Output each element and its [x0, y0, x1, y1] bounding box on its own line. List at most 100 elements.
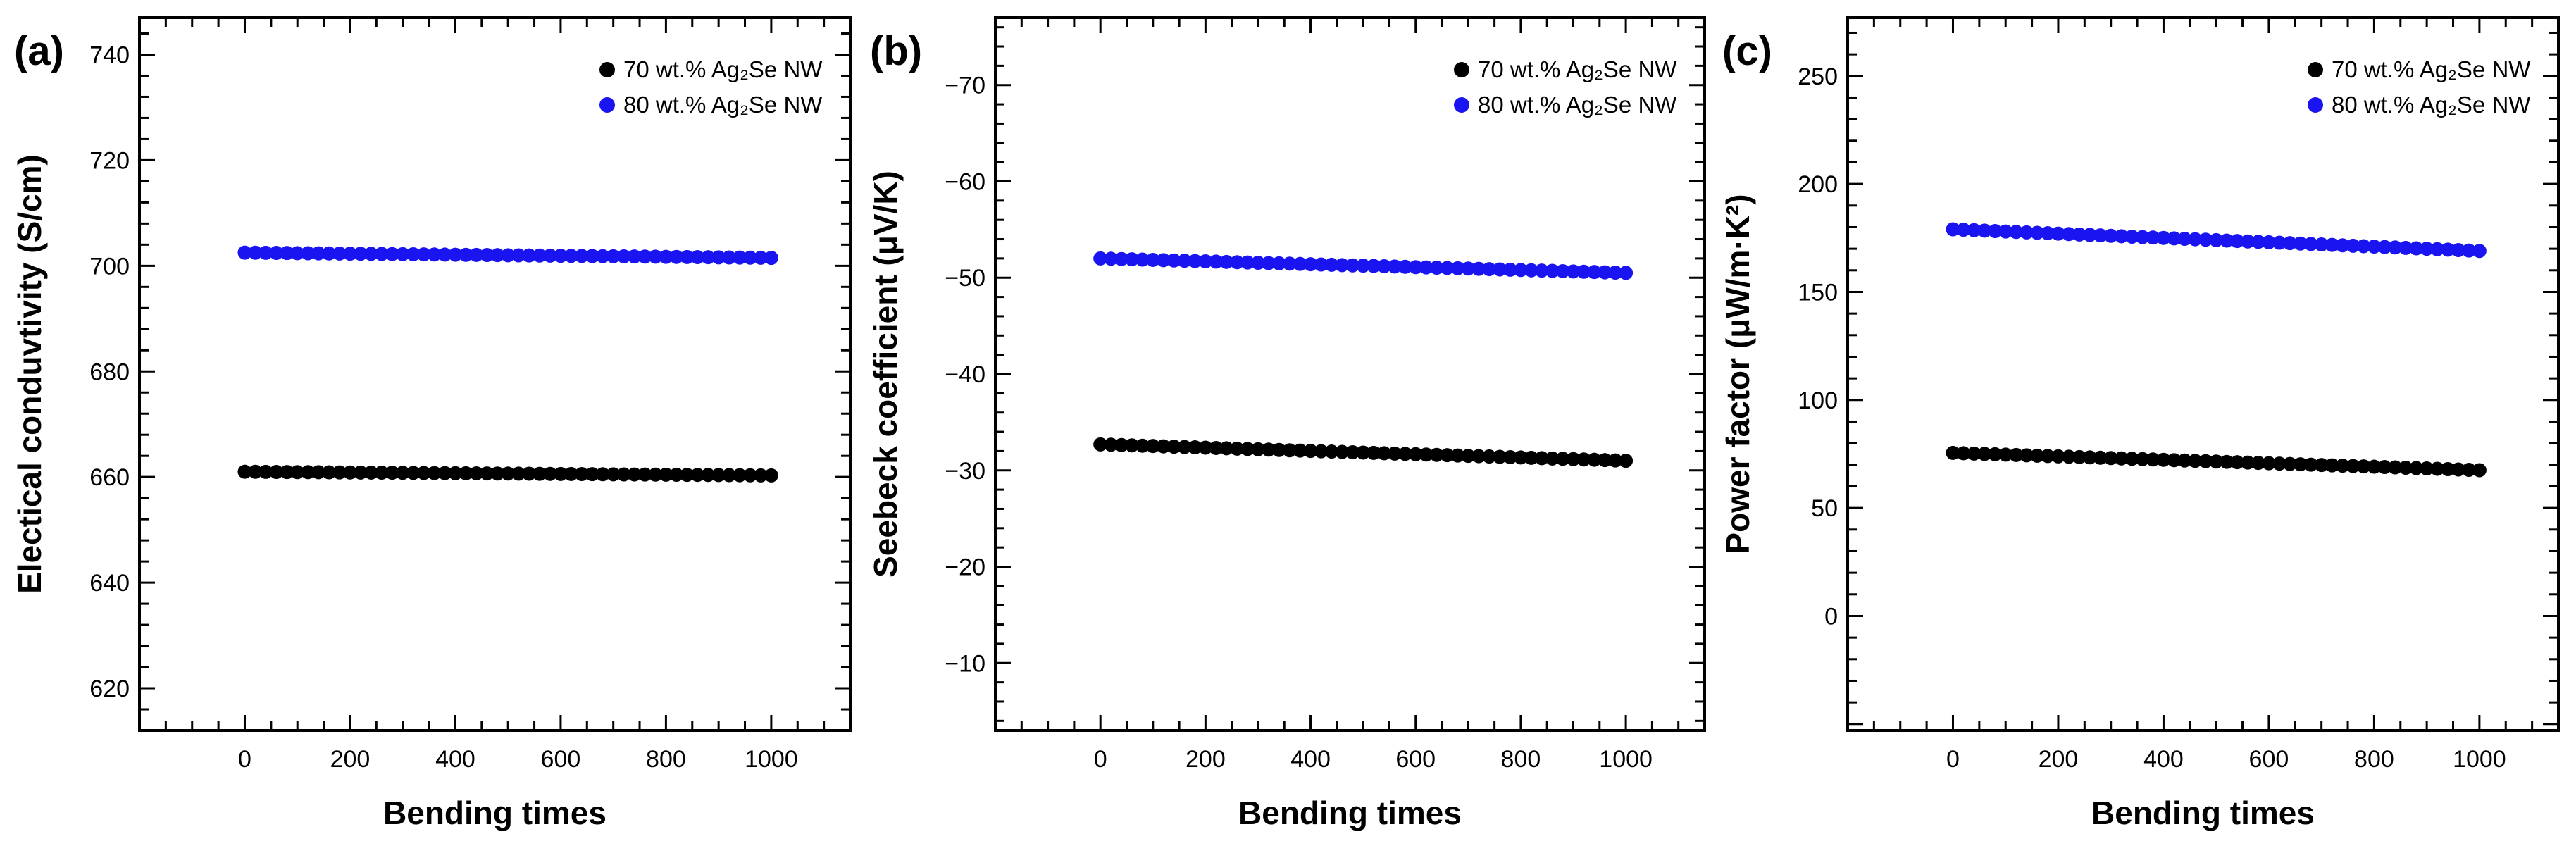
data-point: [353, 465, 368, 480]
data-point: [2472, 463, 2487, 478]
y-tick-label: −30: [945, 458, 985, 485]
data-point: [469, 466, 484, 480]
data-point: [416, 247, 431, 262]
y-tick-label: 200: [1798, 171, 1838, 198]
y-tick-label: 150: [1798, 279, 1838, 306]
data-point: [2303, 457, 2318, 472]
data-point: [585, 249, 599, 263]
data-point: [1335, 258, 1350, 273]
data-point: [385, 466, 399, 480]
plot-frame: [138, 16, 852, 732]
data-point: [1166, 253, 1181, 268]
x-tick-label: 800: [1501, 746, 1541, 773]
data-point: [459, 466, 473, 480]
data-point: [480, 248, 494, 263]
x-axis-title: Bending times: [383, 795, 606, 831]
data-point: [280, 465, 294, 480]
data-point: [711, 250, 726, 265]
data-point: [2293, 236, 2308, 251]
data-point: [1450, 448, 1465, 463]
data-point: [2241, 455, 2255, 470]
legend-label: 70 wt.% Ag₂Se NW: [623, 56, 823, 82]
data-point: [511, 248, 526, 263]
data-point: [1145, 252, 1160, 267]
data-point: [1219, 254, 1234, 269]
panel-label: (b): [870, 28, 922, 74]
x-tick-label: 600: [2249, 746, 2289, 773]
data-point: [1419, 447, 1433, 462]
x-tick-label: 800: [2354, 746, 2394, 773]
x-tick-label: 600: [1395, 746, 1436, 773]
data-point: [2346, 459, 2360, 473]
data-point: [2377, 460, 2392, 475]
data-point: [585, 467, 599, 482]
y-tick-label: 100: [1798, 387, 1838, 414]
data-point: [2114, 229, 2129, 244]
data-point: [606, 249, 621, 263]
data-point: [1261, 256, 1276, 270]
data-point: [1282, 443, 1297, 458]
data-point: [2093, 450, 2108, 465]
data-point: [2177, 232, 2192, 247]
data-point: [1566, 264, 1581, 279]
data-point: [2367, 459, 2382, 474]
data-point: [290, 465, 305, 480]
data-point: [742, 250, 757, 265]
data-point: [332, 246, 347, 261]
data-point: [2251, 456, 2265, 471]
data-point: [2030, 225, 2045, 240]
data-point: [1303, 257, 1318, 272]
data-point: [385, 247, 399, 261]
data-point: [1156, 253, 1171, 268]
data-point: [1230, 441, 1245, 456]
series-1: [1093, 437, 1634, 468]
y-tick-label: −70: [945, 73, 985, 99]
data-point: [1230, 255, 1245, 270]
data-point: [2441, 242, 2456, 257]
y-tick-label: 620: [89, 676, 130, 702]
data-point: [1271, 256, 1286, 270]
x-tick-label: 1000: [1599, 746, 1653, 773]
y-tick-label: −10: [945, 650, 985, 677]
data-point: [1461, 449, 1476, 464]
x-tick-label: 400: [435, 746, 475, 773]
data-point: [2335, 238, 2350, 253]
series-2: [1946, 222, 2487, 259]
data-point: [2124, 452, 2139, 466]
data-point: [1376, 446, 1391, 461]
data-point: [1261, 442, 1276, 457]
data-point: [553, 466, 568, 481]
data-point: [1293, 256, 1307, 271]
data-point: [542, 248, 557, 263]
data-point: [753, 468, 768, 483]
data-point: [1209, 440, 1224, 455]
data-point: [1555, 263, 1570, 278]
data-point: [1104, 437, 1119, 452]
data-point: [1093, 437, 1108, 452]
x-tick-label: 400: [2143, 746, 2184, 773]
data-point: [648, 467, 663, 482]
y-tick-label: −20: [945, 554, 985, 581]
x-tick-label: 1000: [745, 746, 798, 773]
x-tick-label: 800: [646, 746, 686, 773]
data-point: [437, 247, 452, 262]
data-point: [332, 465, 347, 480]
data-point: [1282, 256, 1297, 271]
data-point: [1135, 438, 1150, 453]
y-tick-label: −60: [945, 168, 985, 195]
data-point: [669, 249, 684, 264]
data-point: [2303, 237, 2318, 251]
series-2: [237, 245, 778, 266]
data-point: [542, 466, 557, 481]
data-point: [501, 248, 516, 263]
data-point: [764, 251, 778, 266]
data-point: [2041, 226, 2055, 241]
data-point: [1545, 451, 1560, 466]
data-point: [1545, 263, 1560, 278]
plot-frame: [1846, 16, 2560, 732]
data-point: [2041, 449, 2055, 464]
data-point: [742, 468, 757, 483]
legend-label: 80 wt.% Ag₂Se NW: [2332, 92, 2531, 118]
data-point: [2103, 451, 2118, 466]
data-point: [1356, 445, 1371, 460]
